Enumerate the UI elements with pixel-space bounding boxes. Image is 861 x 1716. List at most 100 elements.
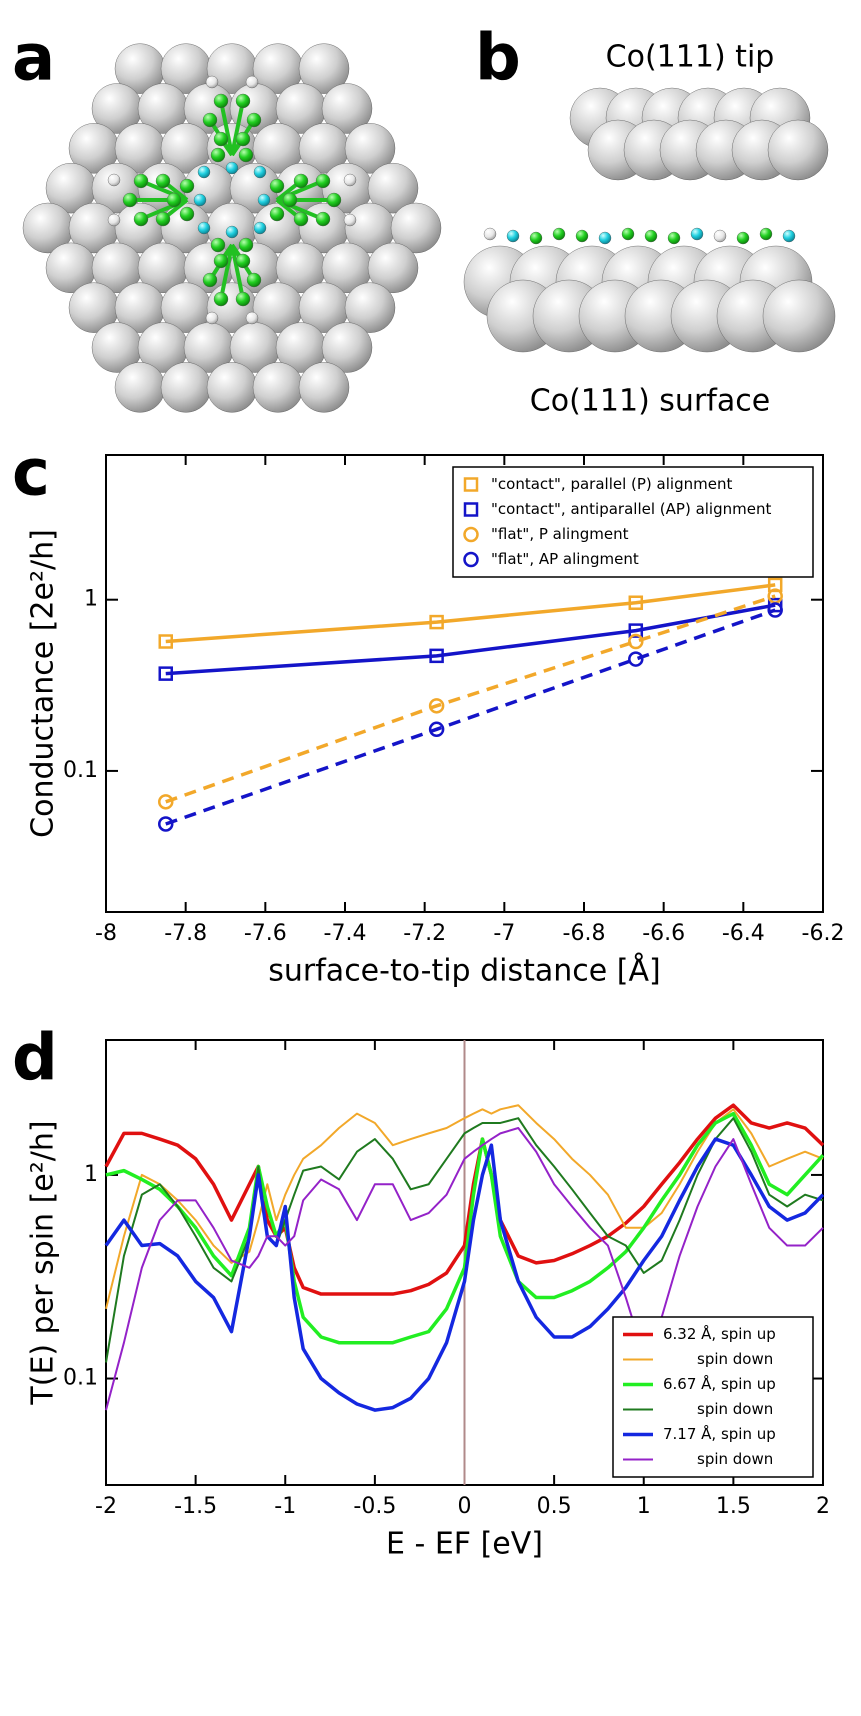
x-tick-label: -0.5 xyxy=(353,1494,396,1519)
legend-label: "flat", P alingment xyxy=(491,525,629,543)
atom xyxy=(298,362,350,413)
panel-label: b xyxy=(475,22,521,96)
series-line xyxy=(165,603,776,676)
legend-label: 7.17 Å, spin up xyxy=(663,1424,776,1443)
x-tick-label: -6.4 xyxy=(722,921,765,946)
bond xyxy=(219,244,234,300)
y-tick-label: 0.1 xyxy=(63,1366,98,1391)
atom xyxy=(133,173,149,189)
atom xyxy=(253,221,267,235)
atom xyxy=(205,75,219,89)
atom xyxy=(245,75,259,89)
marker xyxy=(158,634,173,649)
bond xyxy=(230,244,245,300)
atom xyxy=(225,161,239,175)
atom xyxy=(114,362,166,413)
marker xyxy=(628,651,644,667)
atom xyxy=(245,311,259,325)
x-tick-label: -7.4 xyxy=(324,921,367,946)
atom xyxy=(343,213,357,227)
y-axis-label: Conductance [2e²/h] xyxy=(26,529,61,838)
atom xyxy=(213,291,229,307)
atom xyxy=(252,362,304,413)
atom xyxy=(644,229,658,243)
chart: c -8 -7.8 -7.6 -7.4 -7.2 -7 -6.8 -6.6 -6.4 -6.2 0.1… xyxy=(12,437,844,989)
atom xyxy=(767,119,829,181)
x-tick-label: -1.5 xyxy=(174,1494,217,1519)
marker xyxy=(628,623,644,638)
atom xyxy=(282,192,298,208)
series-line xyxy=(165,608,776,826)
atom xyxy=(575,229,589,243)
atom xyxy=(225,225,239,239)
marker xyxy=(628,633,644,650)
atom xyxy=(246,112,262,128)
atom xyxy=(759,227,773,241)
bond xyxy=(219,100,234,156)
atom xyxy=(506,229,520,243)
x-tick-label: -6.8 xyxy=(563,921,606,946)
atom xyxy=(344,123,396,174)
marker xyxy=(158,794,174,810)
panel-label: c xyxy=(12,437,50,511)
x-tick-label: -6.6 xyxy=(642,921,685,946)
atom xyxy=(197,221,211,235)
atom xyxy=(107,213,121,227)
tip-caption: Co(111) tip xyxy=(606,40,775,75)
atom xyxy=(269,206,285,222)
x-axis-label: E - EF [eV] xyxy=(386,1527,543,1562)
atom xyxy=(238,147,254,163)
atom xyxy=(483,227,497,241)
atom xyxy=(621,227,635,241)
atom xyxy=(321,322,373,373)
x-tick-label: 0 xyxy=(458,1494,472,1519)
atom xyxy=(762,279,836,353)
legend-label: spin down xyxy=(697,1400,773,1418)
legend-marker xyxy=(463,526,479,543)
atom xyxy=(367,242,419,294)
legend-label: spin down xyxy=(697,1350,773,1368)
legend-label: 6.32 Å, spin up xyxy=(663,1324,776,1343)
x-tick-label: -7 xyxy=(493,921,515,946)
x-tick-label: 1 xyxy=(637,1494,651,1519)
atom xyxy=(253,165,267,179)
atom xyxy=(235,93,251,109)
x-tick-label: -2 xyxy=(95,1494,117,1519)
atom xyxy=(326,192,342,208)
legend-marker xyxy=(463,502,479,517)
panel-label: a xyxy=(12,22,55,96)
atom xyxy=(213,253,229,269)
marker xyxy=(628,595,644,610)
atom xyxy=(367,162,419,214)
panel-label: d xyxy=(12,1022,58,1096)
atom xyxy=(160,362,212,413)
marker xyxy=(767,602,783,618)
atom xyxy=(155,173,171,189)
legend-label: "contact", parallel (P) alignment xyxy=(491,475,732,493)
marker xyxy=(158,666,173,681)
x-tick-label: -1 xyxy=(274,1494,296,1519)
surface-caption: Co(111) surface xyxy=(530,384,770,419)
x-tick-label: 2 xyxy=(816,1494,830,1519)
marker xyxy=(158,816,174,832)
atom xyxy=(667,231,681,245)
series-line xyxy=(105,1111,825,1345)
legend-label: 6.67 Å, spin up xyxy=(663,1374,776,1393)
y-tick-label: 1 xyxy=(84,1162,98,1187)
x-tick-label: -7.2 xyxy=(403,921,446,946)
series-line xyxy=(105,1117,824,1363)
atom xyxy=(122,192,138,208)
bond xyxy=(230,100,245,156)
atom xyxy=(155,211,171,227)
plot-frame xyxy=(105,454,824,913)
atom xyxy=(782,229,796,243)
atom xyxy=(343,173,357,187)
legend-label: "contact", antiparallel (AP) alignment xyxy=(491,500,771,518)
atom xyxy=(315,211,331,227)
atom xyxy=(133,211,149,227)
atom xyxy=(344,282,396,333)
x-tick-label: 0.5 xyxy=(537,1494,572,1519)
atom xyxy=(552,227,566,241)
marker xyxy=(429,614,444,630)
atom xyxy=(235,291,251,307)
